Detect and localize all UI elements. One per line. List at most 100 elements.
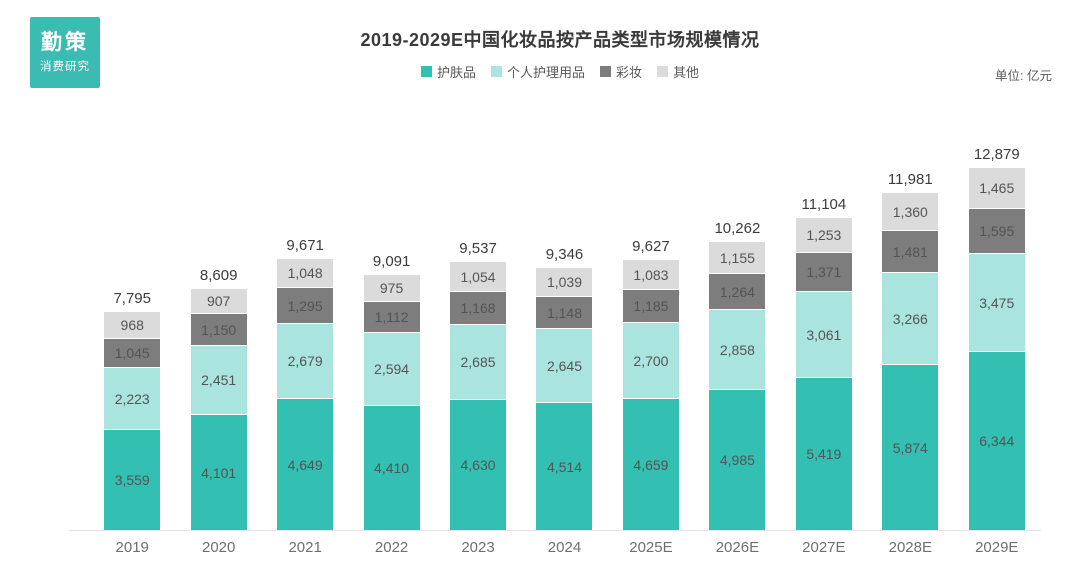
legend: 护肤品 个人护理用品 彩妆 其他 (0, 62, 1080, 81)
bar-value-label: 2,700 (633, 352, 669, 369)
bar-column-2025E: 9,627 1,083 1,185 2,700 4,659 (608, 145, 694, 530)
bar-value-label: 968 (120, 317, 144, 333)
bar-value-label: 3,061 (806, 326, 842, 343)
bar-value-label: 3,559 (114, 472, 150, 488)
bar-column-2029E: 12,879 1,465 1,595 3,475 6,344 (954, 145, 1040, 530)
bar-value-label: 2,679 (287, 353, 323, 369)
x-axis-label-2022: 2022 (374, 539, 409, 556)
bar-column-2020: 8,609 907 1,150 2,451 4,101 (175, 145, 261, 530)
bar-value-label: 1,185 (633, 298, 669, 314)
bar-segment-彩妆-2025E: 1,185 (622, 290, 679, 323)
bar-value-label: 2,451 (201, 372, 237, 388)
bar-segment-护肤品-2029E: 6,344 (968, 352, 1025, 530)
bar-value-label: 6,344 (979, 433, 1015, 449)
bar-value-label: 3,266 (892, 310, 928, 327)
bar-segment-护肤品-2027E: 5,419 (795, 378, 852, 530)
bar-segment-护肤品-2026E: 4,985 (709, 390, 766, 530)
bar-segment-其他-2027E: 1,253 (795, 218, 852, 253)
bar-segment-个人护理用品-2024: 2,645 (536, 329, 593, 403)
bar-segment-个人护理用品-2026E: 2,858 (709, 310, 766, 390)
bar-segment-护肤品-2020: 4,101 (190, 415, 247, 530)
bar-column-2023: 9,537 1,054 1,168 2,685 4,630 (435, 145, 521, 530)
bar-value-label: 1,371 (806, 264, 842, 280)
bar-total-label-2022: 9,091 (372, 253, 411, 270)
x-axis-label-2019: 2019 (115, 539, 149, 556)
bar-segment-护肤品-2025E: 4,659 (622, 399, 679, 530)
chart-title: 2019-2029E中国化妆品按产品类型市场规模情况 (360, 30, 760, 50)
bar-value-label: 1,168 (460, 300, 496, 316)
bar-segment-其他-2021: 1,048 (277, 259, 334, 288)
legend-label: 护肤品 (436, 65, 476, 80)
bar-total-label-2027E: 11,104 (801, 196, 847, 213)
bar-value-label: 4,101 (201, 464, 237, 481)
bar-segment-个人护理用品-2027E: 3,061 (795, 292, 852, 378)
bar-segment-彩妆-2022: 1,112 (363, 302, 420, 333)
bar-segment-个人护理用品-2020: 2,451 (190, 346, 247, 415)
bar-segment-彩妆-2028E: 1,481 (882, 231, 939, 273)
bar-total-label-2023: 9,537 (459, 240, 497, 257)
x-axis-label-2025E: 2025E (629, 539, 673, 556)
bar-value-label: 1,150 (201, 321, 237, 338)
bar-segment-其他-2020: 907 (190, 289, 247, 314)
bar-value-label: 4,985 (719, 452, 755, 468)
bar-segment-其他-2024: 1,039 (536, 268, 593, 297)
bar-segment-彩妆-2026E: 1,264 (709, 274, 766, 310)
bar-value-label: 4,649 (287, 456, 323, 473)
bar-segment-其他-2023: 1,054 (450, 262, 507, 292)
bar-total-label-2020: 8,609 (199, 267, 238, 284)
legend-label: 彩妆 (616, 65, 643, 80)
bar-value-label: 1,148 (546, 304, 582, 321)
bar-segment-彩妆-2021: 1,295 (277, 288, 334, 324)
plot-area: 7,795 968 1,045 2,223 3,559 8,609 907 1,150 2,45… (69, 145, 1041, 531)
legend-item-护肤品[interactable]: 护肤品 (420, 62, 476, 81)
bar-column-2024: 9,346 1,039 1,148 2,645 4,514 (521, 145, 607, 530)
bar-column-2028E: 11,981 1,360 1,481 3,266 5,874 (867, 145, 953, 530)
logo: 勤策 消费研究 (30, 17, 100, 88)
bar-value-label: 1,054 (460, 268, 496, 285)
logo-subtitle: 消费研究 (40, 61, 90, 74)
bar-segment-个人护理用品-2025E: 2,700 (622, 323, 679, 399)
logo-title: 勤策 (41, 30, 89, 54)
bar-segment-护肤品-2021: 4,649 (277, 399, 334, 530)
bar-column-2019: 7,795 968 1,045 2,223 3,559 (89, 145, 175, 530)
bar-value-label: 1,465 (979, 180, 1015, 196)
bar-value-label: 2,858 (719, 341, 755, 358)
bar-value-label: 1,360 (892, 203, 928, 220)
unit-label: 单位: 亿元 (995, 69, 1052, 83)
bar-segment-其他-2022: 975 (363, 275, 420, 302)
legend-item-彩妆[interactable]: 彩妆 (600, 62, 642, 81)
bar-value-label: 1,048 (287, 265, 323, 281)
bar-value-label: 4,659 (633, 456, 669, 473)
bar-value-label: 4,630 (460, 457, 496, 473)
bar-value-label: 2,685 (460, 354, 496, 370)
bar-value-label: 3,475 (979, 294, 1015, 311)
bar-value-label: 2,594 (374, 361, 410, 377)
bar-value-label: 1,295 (287, 297, 323, 314)
x-axis-label-2023: 2023 (461, 539, 495, 556)
bar-segment-护肤品-2022: 4,410 (363, 406, 420, 530)
bar-value-label: 907 (206, 293, 231, 309)
bar-segment-个人护理用品-2023: 2,685 (450, 325, 507, 400)
legend-item-个人护理用品[interactable]: 个人护理用品 (490, 62, 585, 81)
bar-column-2021: 9,671 1,048 1,295 2,679 4,649 (262, 145, 348, 530)
bar-segment-其他-2028E: 1,360 (882, 193, 939, 231)
bar-total-label-2021: 9,671 (286, 237, 324, 254)
x-axis-label-2021: 2021 (288, 539, 322, 556)
x-axis-label-2029E: 2029E (975, 539, 1019, 556)
bar-total-label-2028E: 11,981 (887, 171, 933, 188)
bar-total-label-2019: 7,795 (113, 290, 151, 307)
bar-segment-护肤品-2028E: 5,874 (882, 365, 939, 530)
bar-value-label: 1,039 (546, 274, 582, 290)
bar-segment-其他-2029E: 1,465 (968, 168, 1025, 209)
bar-total-label-2029E: 12,879 (973, 146, 1020, 163)
bar-value-label: 1,481 (892, 243, 928, 260)
legend-item-其他[interactable]: 其他 (657, 62, 699, 81)
x-axis-label-2027E: 2027E (802, 539, 846, 556)
x-axis: 2019 2020 2021 2022 2023 2024 2025E 2026E 2027E 2… (89, 539, 1040, 556)
x-axis-label-2028E: 2028E (888, 539, 932, 556)
bar-total-label-2026E: 10,262 (714, 220, 761, 237)
bar-segment-护肤品-2019: 3,559 (104, 430, 161, 530)
bar-value-label: 4,410 (374, 460, 410, 476)
bar-segment-其他-2025E: 1,083 (622, 260, 679, 290)
